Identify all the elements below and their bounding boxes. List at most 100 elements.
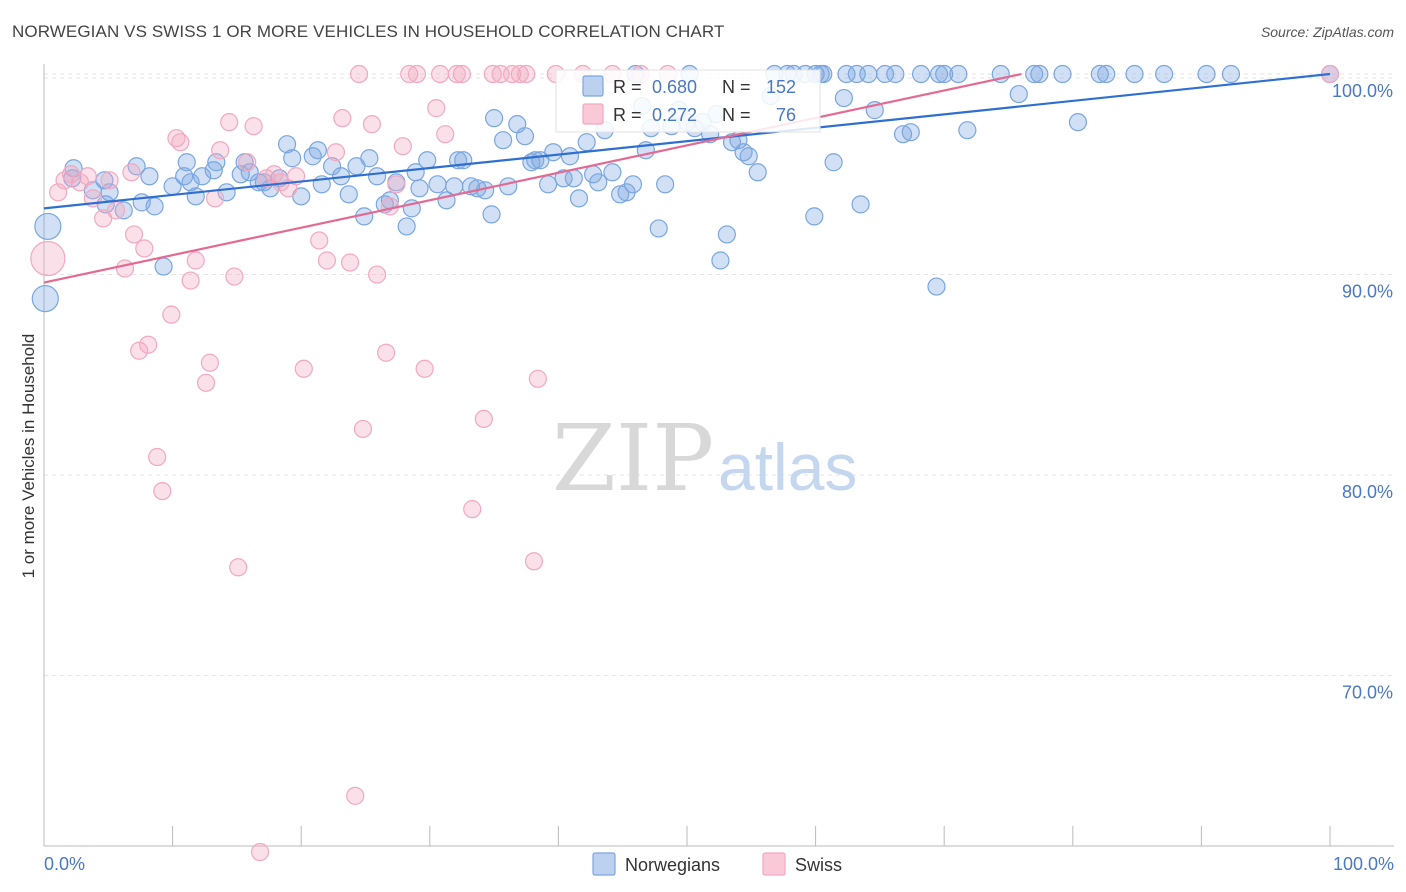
- swiss-point: [436, 125, 455, 144]
- y-tick-label: 70.0%: [1342, 683, 1393, 703]
- swiss-point: [229, 558, 248, 577]
- swiss-point: [171, 133, 190, 152]
- norwegians-point: [277, 135, 297, 154]
- norwegians-point: [494, 131, 513, 150]
- norwegians-point: [445, 177, 464, 196]
- stats-swatch-norwegians: [582, 75, 604, 97]
- norwegians-point: [717, 225, 736, 244]
- swiss-point: [220, 113, 239, 132]
- swiss-point: [340, 253, 360, 272]
- norwegians-point: [339, 185, 358, 204]
- swiss-point: [447, 64, 466, 84]
- swiss-point: [115, 259, 135, 278]
- swiss-point: [122, 163, 141, 182]
- swiss-point: [393, 137, 412, 156]
- norwegians-point: [1221, 64, 1241, 84]
- norwegians-point: [748, 163, 767, 182]
- stats-n-label-swiss: N =: [722, 105, 751, 125]
- watermark-zip: ZIP: [552, 405, 714, 512]
- norwegians-point: [322, 157, 342, 176]
- swiss-point: [294, 359, 313, 378]
- watermark: ZIP atlas: [552, 405, 857, 512]
- legend-item-swiss[interactable]: Swiss: [762, 852, 842, 876]
- norwegians-point: [1068, 113, 1088, 132]
- norwegians-point: [824, 153, 843, 172]
- swiss-point: [162, 305, 181, 324]
- norwegians-point: [410, 179, 429, 198]
- stats-r-label-norwegians: R =: [613, 77, 642, 97]
- norwegians-point: [367, 167, 387, 186]
- norwegians-point: [360, 149, 379, 168]
- x-tick-label-max: 100.0%: [1333, 854, 1394, 874]
- norwegians-point: [1197, 64, 1216, 84]
- norwegians-point: [949, 64, 968, 84]
- norwegians-point: [901, 123, 920, 142]
- swiss-point: [367, 265, 387, 284]
- norwegians-point: [485, 109, 504, 128]
- swiss-point: [427, 99, 446, 118]
- swiss-point: [106, 201, 126, 220]
- norwegians-point: [95, 171, 114, 190]
- swiss-point: [517, 64, 536, 84]
- norwegians-point: [577, 133, 596, 152]
- norwegians-point: [569, 189, 589, 208]
- norwegians-point: [193, 167, 212, 186]
- swiss-trend-line: [43, 72, 1022, 284]
- swiss-point: [78, 167, 97, 186]
- x-tick-label-min: 0.0%: [44, 854, 85, 874]
- swiss-point: [353, 419, 373, 439]
- trend-lines: [43, 72, 1331, 284]
- stats-r-value-swiss: 0.272: [652, 105, 697, 125]
- swiss-point: [196, 373, 216, 392]
- stats-n-label-norwegians: N =: [722, 77, 751, 97]
- stats-legend: R = 0.680 N = 152 R = 0.272 N = 76: [555, 69, 821, 133]
- swiss-point: [94, 209, 113, 228]
- norwegians-point: [875, 64, 895, 84]
- swiss-point: [139, 335, 158, 354]
- swiss-point: [474, 409, 493, 429]
- norwegians-point: [186, 187, 205, 206]
- norwegians-point: [1025, 64, 1044, 84]
- swiss-point: [30, 240, 66, 277]
- swiss-point: [153, 481, 172, 501]
- norwegians-point: [656, 175, 675, 194]
- norwegians-point: [428, 175, 447, 194]
- swiss-point: [510, 64, 529, 84]
- swiss-point: [181, 271, 200, 290]
- norwegians-point: [560, 147, 580, 166]
- norwegians-point: [539, 175, 558, 194]
- source-label: Source: ZipAtlas.com: [1260, 24, 1394, 40]
- stats-n-value-norwegians: 152: [766, 77, 796, 97]
- watermark-atlas: atlas: [718, 430, 857, 504]
- legend-item-norwegians[interactable]: Norwegians: [592, 852, 720, 876]
- swiss-point: [400, 64, 419, 84]
- norwegians-point: [31, 285, 59, 313]
- swiss-point: [326, 143, 346, 162]
- norwegians-trend-line: [43, 72, 1331, 210]
- swiss-point: [100, 171, 119, 190]
- swiss-point: [250, 842, 270, 862]
- y-tick-labels: 100.0% 90.0% 80.0% 70.0%: [1332, 81, 1393, 703]
- axes: [43, 64, 1394, 847]
- stats-n-value-swiss: 76: [776, 105, 796, 125]
- norwegians-point: [145, 197, 164, 216]
- swiss-point: [463, 500, 482, 519]
- swiss-point: [452, 64, 472, 84]
- norwegians-point: [1155, 64, 1174, 84]
- swiss-point: [225, 267, 244, 286]
- x-tick-labels: 0.0% 100.0%: [44, 854, 1394, 874]
- norwegians-point: [911, 64, 931, 84]
- norwegians-point: [140, 167, 159, 186]
- norwegians-point: [1030, 64, 1049, 84]
- norwegians-point: [611, 185, 630, 204]
- swiss-point: [124, 225, 144, 244]
- legend-label-swiss: Swiss: [795, 855, 842, 875]
- y-axis-label: 1 or more Vehicles in Household: [19, 334, 38, 579]
- swiss-point: [362, 115, 382, 134]
- swiss-point: [483, 64, 502, 84]
- norwegians-point: [177, 153, 196, 172]
- swiss-point: [346, 786, 365, 805]
- norwegians-point: [649, 219, 668, 238]
- norwegians-point: [1097, 64, 1116, 84]
